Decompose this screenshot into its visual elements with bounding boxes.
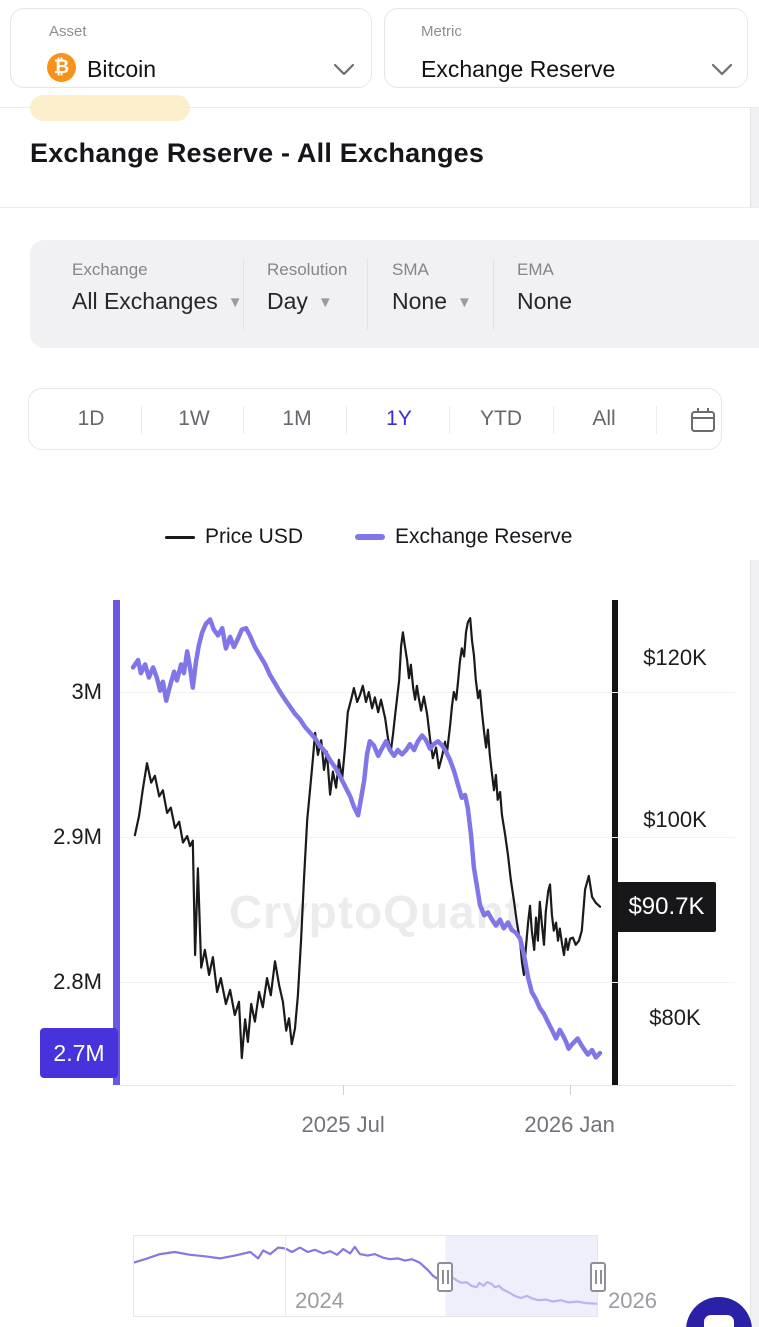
- navigator-gridline: [285, 1236, 287, 1316]
- reserve-line-swatch: [355, 534, 385, 540]
- range-1m[interactable]: 1M: [282, 407, 312, 430]
- navigator-year-label: 2026: [608, 1288, 657, 1313]
- x-tick-mark: [343, 1085, 345, 1095]
- legend-label: Exchange Reserve: [395, 525, 573, 548]
- exchange-dropdown[interactable]: Exchange All Exchanges ▼: [72, 260, 243, 315]
- range-1w[interactable]: 1W: [178, 407, 210, 430]
- range-1d[interactable]: 1D: [77, 407, 105, 430]
- gridline: [120, 837, 735, 838]
- separator: [243, 406, 244, 434]
- bitcoin-icon: ₿: [47, 53, 76, 82]
- separator: [493, 258, 494, 330]
- ema-dropdown[interactable]: EMA None: [517, 260, 572, 315]
- metric-selector[interactable]: Metric Exchange Reserve: [384, 8, 748, 88]
- range-navigator[interactable]: [133, 1235, 598, 1317]
- reserve-current-badge: 2.7M: [40, 1028, 118, 1079]
- asset-selector[interactable]: Asset ₿ Bitcoin: [10, 8, 372, 88]
- sma-dropdown[interactable]: SMA None ▼: [392, 260, 472, 315]
- left-axis-bar: [113, 600, 120, 1085]
- sma-label: SMA: [392, 260, 429, 279]
- dropdown-caret-icon: ▼: [227, 294, 243, 311]
- price-line-swatch: [165, 536, 195, 539]
- left-axis-tick: 2.8M: [53, 969, 102, 994]
- adjacent-panel-edge: [750, 560, 759, 1327]
- sma-value: None: [392, 288, 447, 314]
- legend-label: Price USD: [205, 525, 304, 548]
- right-axis-tick: $100K: [643, 807, 707, 832]
- navigator-year-label: 2024: [295, 1288, 344, 1313]
- highlighted-tab-peek: [30, 95, 190, 121]
- right-axis-bar: [612, 600, 618, 1085]
- asset-label: Asset: [49, 23, 87, 40]
- gridline: [120, 982, 735, 983]
- x-tick-label: 2025 Jul: [301, 1112, 385, 1137]
- x-tick-mark: [569, 1085, 571, 1095]
- chevron-down-icon: [333, 63, 355, 76]
- price-current-badge: $90.7K: [617, 881, 716, 932]
- resolution-dropdown[interactable]: Resolution Day ▼: [267, 260, 347, 315]
- x-tick-label: 2026 Jan: [524, 1112, 615, 1137]
- range-1y-selected[interactable]: 1Y: [386, 407, 412, 430]
- left-axis-tick: 2.9M: [53, 824, 102, 849]
- right-axis-tick: $80K: [649, 1005, 701, 1031]
- left-axis-tick: 3M: [71, 679, 102, 704]
- resolution-value: Day: [267, 288, 308, 314]
- range-all[interactable]: All: [592, 407, 616, 430]
- page-title: Exchange Reserve - All Exchanges: [30, 138, 485, 168]
- chat-button[interactable]: [686, 1297, 752, 1327]
- ema-label: EMA: [517, 260, 554, 279]
- dropdown-caret-icon: ▼: [456, 294, 472, 311]
- separator: [243, 258, 244, 330]
- metric-label: Metric: [421, 23, 462, 40]
- chart-options-bar: Exchange All Exchanges ▼ Resolution Day ▼ …: [30, 240, 759, 348]
- chevron-down-icon: [711, 63, 733, 76]
- exchange-label: Exchange: [72, 260, 148, 279]
- chat-icon: [704, 1315, 734, 1327]
- separator: [141, 406, 142, 434]
- separator: [656, 406, 657, 434]
- metric-value: Exchange Reserve: [421, 56, 616, 82]
- exchange-value: All Exchanges: [72, 288, 218, 314]
- resolution-label: Resolution: [267, 260, 348, 279]
- gridline: [120, 692, 735, 693]
- right-axis-tick: $120K: [643, 644, 707, 670]
- navigator-left-handle[interactable]: [437, 1262, 454, 1292]
- time-range-selector: 1D 1W 1M 1Y YTD All: [28, 388, 722, 450]
- separator: [367, 258, 368, 330]
- adjacent-panel-edge: [750, 107, 759, 208]
- separator: [449, 406, 450, 434]
- watermark: CryptoQuant: [228, 886, 522, 938]
- range-ytd[interactable]: YTD: [480, 407, 522, 430]
- ema-value: None: [517, 288, 572, 314]
- divider: [0, 107, 759, 108]
- separator: [346, 406, 347, 434]
- separator: [553, 406, 554, 434]
- navigator-right-handle[interactable]: [590, 1262, 606, 1292]
- x-axis-line: [120, 1085, 735, 1086]
- dropdown-caret-icon: ▼: [317, 294, 333, 311]
- divider: [0, 207, 759, 208]
- asset-value: Bitcoin: [87, 56, 157, 82]
- calendar-icon[interactable]: [689, 406, 717, 434]
